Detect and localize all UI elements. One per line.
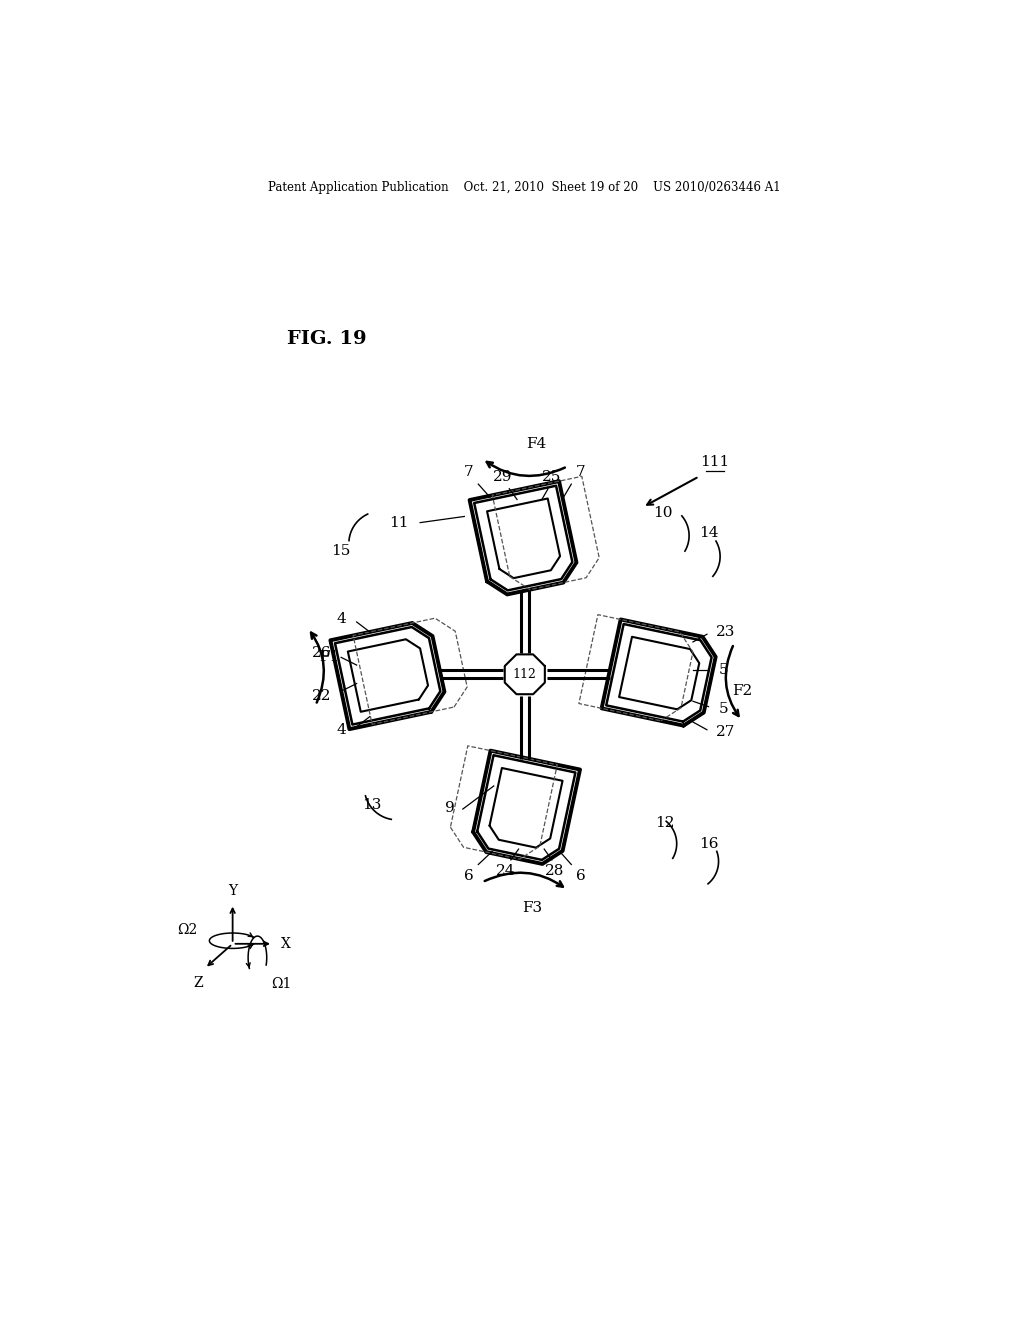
Text: 27: 27 xyxy=(716,725,735,739)
Text: 10: 10 xyxy=(652,506,672,520)
Text: 111: 111 xyxy=(700,454,729,469)
Text: 112: 112 xyxy=(513,668,537,681)
Text: 24: 24 xyxy=(496,865,515,879)
Text: 22: 22 xyxy=(311,689,331,702)
Text: F1: F1 xyxy=(319,651,340,664)
Text: Y: Y xyxy=(228,883,238,898)
Text: 23: 23 xyxy=(716,624,735,639)
Text: 14: 14 xyxy=(699,527,719,540)
Text: 6: 6 xyxy=(575,869,586,883)
Text: 15: 15 xyxy=(331,544,350,558)
Text: Z: Z xyxy=(194,977,204,990)
Text: 7: 7 xyxy=(575,466,586,479)
Text: 26: 26 xyxy=(311,645,331,660)
Text: F4: F4 xyxy=(526,437,547,451)
Text: 9: 9 xyxy=(445,800,455,814)
Text: 16: 16 xyxy=(699,837,719,850)
Text: 28: 28 xyxy=(545,865,564,879)
Text: F3: F3 xyxy=(522,902,543,916)
Text: FIG. 19: FIG. 19 xyxy=(287,330,367,348)
Text: 11: 11 xyxy=(389,516,409,529)
Text: 5: 5 xyxy=(719,664,728,677)
Text: Ω2: Ω2 xyxy=(177,923,198,937)
Text: 6: 6 xyxy=(464,869,474,883)
Text: X: X xyxy=(281,937,291,950)
Text: Ω1: Ω1 xyxy=(271,977,292,991)
Text: 12: 12 xyxy=(655,816,675,830)
Text: 25: 25 xyxy=(543,470,561,484)
Text: Patent Application Publication    Oct. 21, 2010  Sheet 19 of 20    US 2010/02634: Patent Application Publication Oct. 21, … xyxy=(268,181,781,194)
Text: 13: 13 xyxy=(362,799,381,812)
Text: 7: 7 xyxy=(464,466,474,479)
Text: 5: 5 xyxy=(719,702,728,715)
Text: 29: 29 xyxy=(494,470,513,484)
Text: 4: 4 xyxy=(337,723,346,737)
Text: F2: F2 xyxy=(732,684,752,698)
Text: 4: 4 xyxy=(337,612,346,626)
